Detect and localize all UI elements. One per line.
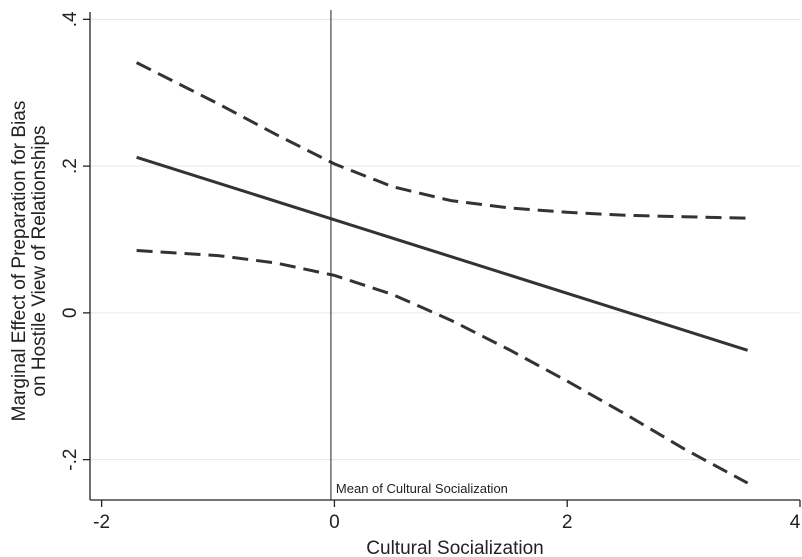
reference-line-group: Mean of Cultural Socialization: [330, 10, 508, 500]
y-axis-title-line-1: Marginal Effect of Preparation for Bias: [9, 101, 30, 422]
y-tick-label-3: .4: [60, 11, 81, 27]
ci-bound-line-1: [135, 61, 748, 220]
y-tick-label-1: 0: [60, 308, 81, 319]
x-axis-title: Cultural Socialization: [366, 538, 543, 557]
x-tick-label-3: 4: [790, 512, 801, 533]
x-tick-label-1: 0: [329, 512, 340, 533]
marginal-effect-line: [136, 155, 749, 352]
grid-lines: [90, 18, 800, 461]
ticks: -.2 0 .2 .4 -2 0 2 4: [60, 11, 801, 533]
axes: [89, 12, 800, 501]
series-group: [135, 61, 749, 485]
y-axis-title: Marginal Effect of Preparation for Bias …: [9, 101, 50, 422]
x-tick-label-2: 2: [562, 512, 573, 533]
mean-reference-label: Mean of Cultural Socialization: [336, 481, 508, 496]
y-tick-label-2: .2: [60, 158, 81, 174]
y-axis-title-line-2: on Hostile View of Relationships: [29, 125, 50, 396]
x-tick-label-0: -2: [93, 512, 110, 533]
y-tick-label-0: -.2: [60, 449, 81, 471]
ci-bound-line-2: [136, 249, 749, 485]
